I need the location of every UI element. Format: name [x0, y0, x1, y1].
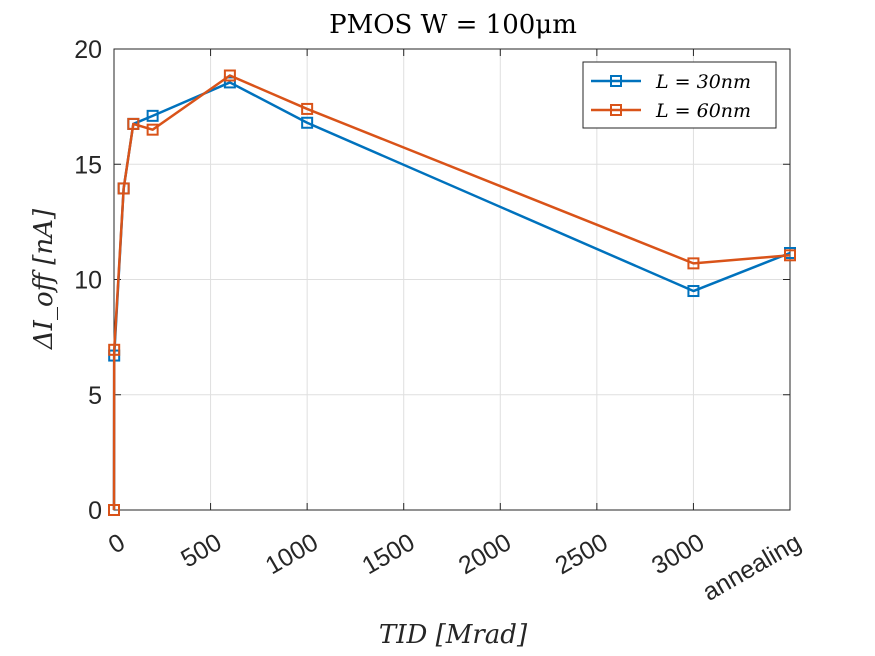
data-point	[108, 504, 120, 516]
data-point	[301, 116, 314, 129]
series-2	[108, 69, 796, 516]
legend-swatch-marker	[610, 104, 622, 116]
y-tick-label: 15	[74, 151, 102, 179]
legend-box	[582, 61, 777, 129]
series-1	[108, 76, 796, 516]
axes	[113, 48, 791, 511]
x-tick-label: 500	[176, 528, 226, 573]
y-tick-label: 0	[88, 497, 102, 525]
data-point	[146, 109, 159, 122]
y-axis-label: ΔI_off [nA]	[29, 208, 59, 350]
x-axis-label: TID [Mrad]	[379, 620, 528, 650]
data-point	[301, 102, 314, 115]
y-tick-label: 5	[88, 382, 102, 410]
data-point	[117, 182, 130, 195]
y-tick-label: 20	[74, 36, 102, 64]
series	[108, 69, 796, 516]
data-point	[687, 257, 700, 270]
legend-label: L = 30nm	[655, 71, 751, 93]
data-point	[146, 123, 159, 136]
data-point	[223, 76, 236, 89]
x-tick-label: 1500	[357, 528, 419, 580]
x-tick-label: annealing	[698, 528, 806, 606]
chart-title: PMOS W = 100μm	[329, 10, 577, 40]
series-line	[112, 74, 791, 511]
legend: L = 30nm L = 60nm	[582, 61, 777, 129]
x-tick-label: 2000	[454, 528, 516, 580]
x-tick-label: 2500	[550, 528, 612, 580]
y-tick-label: 10	[74, 267, 102, 295]
data-point	[127, 117, 140, 130]
data-point	[784, 249, 796, 262]
x-tick-label: 1000	[261, 528, 323, 580]
x-tick-label: 0	[104, 528, 130, 559]
data-point	[223, 69, 236, 82]
data-point	[687, 285, 700, 298]
x-tick-label: 3000	[647, 528, 709, 580]
data-point	[108, 343, 121, 356]
legend-label: L = 60nm	[655, 100, 751, 122]
legend-swatch-marker	[610, 75, 622, 87]
